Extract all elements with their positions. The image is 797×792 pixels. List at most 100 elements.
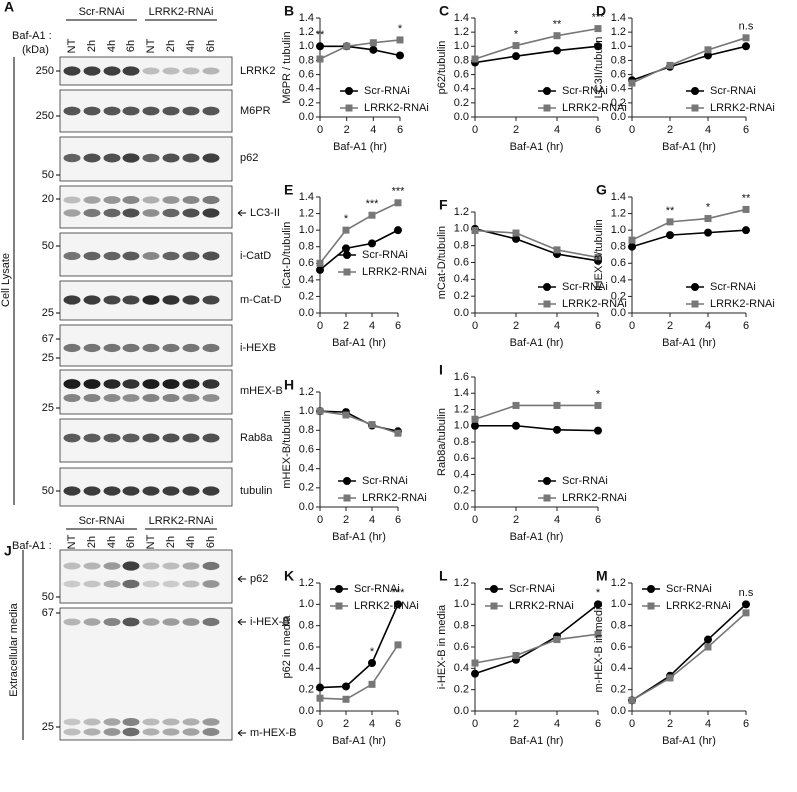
blot-target: mHEX-B — [240, 385, 283, 397]
blot-band — [122, 486, 140, 496]
legend-marker — [543, 283, 551, 291]
data-point — [369, 45, 378, 54]
panel-letter: M — [596, 568, 608, 584]
x-tick-label: 2 — [513, 718, 519, 730]
x-tick-label: 6 — [395, 514, 401, 526]
blot-band — [162, 379, 180, 389]
lane-label: NT — [145, 534, 157, 549]
series-line — [475, 424, 599, 432]
panel-letter: J — [4, 543, 12, 559]
x-tick-label: 6 — [395, 718, 401, 730]
data-point — [704, 643, 712, 651]
mw-marker: 50 — [42, 485, 54, 497]
blot-band — [142, 486, 160, 496]
significance: *** — [592, 12, 606, 24]
y-tick-label: 0.0 — [611, 307, 626, 319]
blot-target: tubulin — [240, 485, 272, 497]
legend-marker — [543, 87, 551, 95]
series-line — [319, 644, 399, 701]
y-tick-label: 1.2 — [611, 577, 626, 589]
data-point — [368, 659, 376, 667]
mw-marker: 25 — [42, 402, 54, 414]
data-point — [594, 630, 602, 638]
data-point — [628, 696, 636, 704]
y-tick-label: 0.2 — [454, 290, 469, 302]
data-point — [316, 265, 324, 274]
y-tick-label: 0.2 — [454, 97, 469, 109]
data-point — [342, 411, 350, 419]
blot-band — [202, 153, 220, 163]
significance: * — [514, 28, 519, 40]
blot-band — [122, 561, 140, 571]
y-tick-label: 0.2 — [611, 290, 626, 302]
data-point — [666, 218, 674, 226]
blot-band — [63, 106, 81, 116]
legend-marker — [647, 602, 655, 610]
blot-band — [103, 343, 121, 353]
blot-band — [202, 433, 220, 443]
blot-target: m-HEX-B — [250, 727, 296, 739]
blot-band — [103, 728, 121, 736]
data-point — [368, 239, 376, 248]
y-tick-label: 0.8 — [454, 620, 469, 632]
blot-band — [63, 153, 81, 163]
y-tick-label: 1.4 — [454, 387, 469, 399]
y-tick-label: 0.6 — [611, 641, 626, 653]
blot-band — [182, 343, 200, 353]
blot-band — [162, 295, 180, 305]
y-tick-label: 1.2 — [454, 26, 469, 38]
data-point — [704, 228, 712, 237]
arrow — [237, 618, 246, 626]
blot-band — [142, 728, 160, 736]
mw-marker: 25 — [42, 721, 54, 733]
legend-marker — [691, 104, 699, 112]
data-point — [553, 401, 561, 409]
blot-band — [202, 195, 220, 205]
x-tick-label: 0 — [317, 718, 323, 730]
blot-band — [83, 486, 101, 496]
blot-band — [162, 67, 180, 75]
y-axis-title: mHEX-B/tubulin — [281, 410, 293, 488]
x-axis-title: Baf-A1 (hr) — [510, 531, 564, 543]
arrow — [237, 575, 246, 583]
group-label: Scr-RNAi — [79, 6, 125, 18]
y-tick-label: 1.0 — [299, 224, 314, 236]
y-tick-label: 0.2 — [299, 97, 314, 109]
mw-marker: 250 — [36, 110, 54, 122]
data-point — [512, 652, 520, 660]
blot-band — [202, 394, 220, 402]
x-tick-label: 2 — [513, 320, 519, 332]
panel-letter: F — [439, 197, 448, 213]
panel-letter: I — [439, 362, 443, 378]
significance: * — [398, 23, 403, 35]
data-point — [704, 51, 712, 60]
x-tick-label: 0 — [629, 718, 635, 730]
legend-label: LRRK2-RNAi — [710, 102, 775, 114]
x-axis-title: Baf-A1 (hr) — [662, 735, 716, 747]
data-point — [368, 211, 376, 219]
y-tick-label: 1.2 — [454, 577, 469, 589]
blot-band — [202, 67, 220, 75]
blot-band — [83, 196, 101, 204]
data-point — [742, 226, 750, 235]
blot-band — [202, 561, 220, 571]
y-axis-title: m-HEX-B in media — [593, 601, 605, 693]
blot-band — [182, 718, 200, 726]
blot-band — [122, 718, 140, 726]
x-tick-label: 2 — [667, 718, 673, 730]
series-line — [319, 202, 399, 264]
blot-band — [142, 379, 160, 389]
blot-target: p62 — [250, 573, 268, 585]
blot-band — [83, 580, 101, 588]
panel-letter: G — [596, 182, 607, 198]
data-point — [594, 25, 602, 33]
y-tick-label: 0.0 — [611, 111, 626, 123]
blot-band — [83, 208, 101, 218]
data-point — [368, 680, 376, 688]
blot-band — [122, 196, 140, 204]
legend-label: Scr-RNAi — [666, 583, 712, 595]
lane-label: NT — [66, 534, 78, 549]
blot-band — [63, 379, 81, 389]
data-point — [369, 39, 377, 47]
data-point — [628, 236, 636, 244]
